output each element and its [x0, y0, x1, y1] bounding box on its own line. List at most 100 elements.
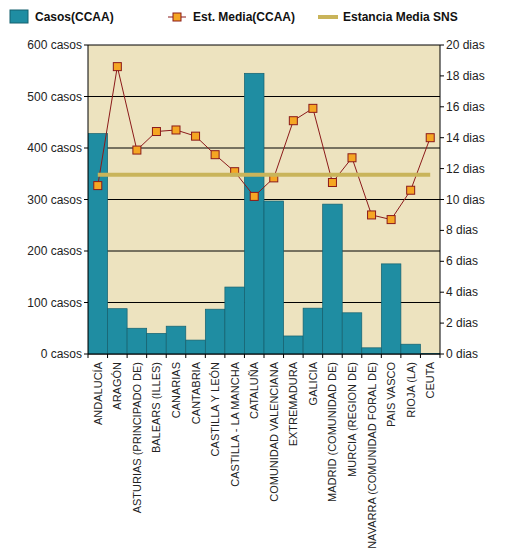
marker	[113, 63, 121, 71]
tick-mark	[440, 261, 444, 262]
bar	[264, 201, 284, 354]
x-tick-label: ASTURIAS (PRINCIPADO DE)	[131, 362, 143, 513]
legend-swatch	[173, 13, 181, 21]
x-tick	[88, 354, 89, 358]
y2-tick-label: 8 dias	[446, 223, 478, 237]
bar	[362, 348, 382, 354]
x-tick-label: MADRID (COMUNIDAD DE)	[326, 362, 338, 502]
x-tick-label: PAIS VASCO	[385, 362, 397, 427]
x-tick	[166, 354, 167, 358]
bar	[186, 340, 206, 354]
y2-tick-label: 18 dias	[446, 69, 485, 83]
plot-marks	[88, 63, 440, 354]
bar	[303, 308, 323, 354]
x-tick	[107, 354, 108, 358]
y-axis	[88, 45, 89, 354]
marker	[309, 104, 317, 112]
marker	[133, 146, 141, 154]
plot-background	[88, 45, 440, 354]
chart: 0 casos 100 casos 200 casos 300 casos 400 ca…	[0, 0, 511, 551]
y2-tick-label: 2 dias	[446, 316, 478, 330]
bar	[147, 333, 167, 354]
x-tick-label: EXTREMADURA	[287, 361, 299, 446]
y2-tick-label: 20 dias	[446, 38, 485, 52]
marker	[211, 151, 219, 159]
bar	[108, 309, 128, 354]
grid-line	[88, 45, 440, 46]
legend-label: Casos(CCAA)	[35, 10, 114, 24]
y2-tick-label: 16 dias	[446, 100, 485, 114]
x-tick-label: ANDALUCÍA	[92, 361, 104, 425]
tick-mark	[84, 251, 88, 252]
tick-mark	[84, 96, 88, 97]
line	[98, 67, 430, 220]
x-tick-label: CANTABRIA	[190, 361, 202, 424]
x-tick-label: CANARIAS	[170, 362, 182, 418]
x-tick	[264, 354, 265, 358]
x-tick	[361, 354, 362, 358]
marker	[94, 182, 102, 190]
y2-tick-label: 12 dias	[446, 162, 485, 176]
marker	[426, 134, 434, 142]
tick-mark	[440, 199, 444, 200]
marker	[250, 192, 258, 200]
y2-tick-label: 4 dias	[446, 285, 478, 299]
x-tick-label: CASTILLA - LA MANCHA	[229, 361, 241, 486]
tick-mark	[440, 323, 444, 324]
x-tick	[381, 354, 382, 358]
marker	[289, 117, 297, 125]
marker	[348, 154, 356, 162]
tick-mark	[84, 45, 88, 46]
y2-tick-label: 6 dias	[446, 254, 478, 268]
marker	[387, 216, 395, 224]
y2-tick-label: 10 dias	[446, 193, 485, 207]
y-tick-label: 200 casos	[27, 244, 82, 258]
x-tick	[185, 354, 186, 358]
x-tick-label: NAVARRA (COMUNIDAD FORAL DE)	[366, 362, 378, 549]
legend-swatch	[318, 15, 338, 19]
legend-label: Est. Media(CCAA)	[193, 10, 295, 24]
tick-mark	[440, 292, 444, 293]
tick-mark	[84, 199, 88, 200]
y-tick-label: 100 casos	[27, 296, 82, 310]
y-tick-label: 600 casos	[27, 38, 82, 52]
x-tick-label: MURCIA (REGION DE)	[346, 362, 358, 477]
marker	[407, 186, 415, 194]
tick-mark	[84, 302, 88, 303]
bar	[381, 264, 401, 354]
legend-swatch	[10, 10, 28, 23]
x-tick	[400, 354, 401, 358]
x-tick	[420, 354, 421, 358]
marker	[192, 132, 200, 140]
bar	[205, 309, 225, 354]
tick-mark	[440, 45, 444, 46]
x-tick	[205, 354, 206, 358]
bar	[88, 134, 108, 354]
x-tick-label: RIOJA (LA)	[405, 362, 417, 418]
y2-tick-label: 0 dias	[446, 347, 478, 361]
x-tick	[283, 354, 284, 358]
tick-mark	[440, 230, 444, 231]
legend-label: Estancia Media SNS	[343, 10, 458, 24]
x-tick-label: CATALUÑA	[248, 361, 260, 419]
x-tick	[342, 354, 343, 358]
y-tick-label: 0 casos	[41, 347, 82, 361]
y-tick-label: 500 casos	[27, 90, 82, 104]
x-tick-label: GALICIA	[307, 361, 319, 405]
bar	[323, 204, 343, 354]
legend: Casos(CCAA) Est. Media(CCAA) Estancia Medi…	[10, 10, 458, 24]
y-tick-label: 300 casos	[27, 193, 82, 207]
y-tick-label: 400 casos	[27, 141, 82, 155]
x-tick	[146, 354, 147, 358]
y2-axis	[440, 45, 441, 354]
marker	[328, 179, 336, 187]
x-tick-label: CEUTA	[424, 361, 436, 398]
line	[98, 173, 430, 177]
bar	[166, 326, 186, 354]
x-tick	[303, 354, 304, 358]
y2-tick-label: 14 dias	[446, 131, 485, 145]
bar	[244, 73, 264, 354]
tick-mark	[440, 75, 444, 76]
x-tick	[322, 354, 323, 358]
tick-mark	[440, 137, 444, 138]
